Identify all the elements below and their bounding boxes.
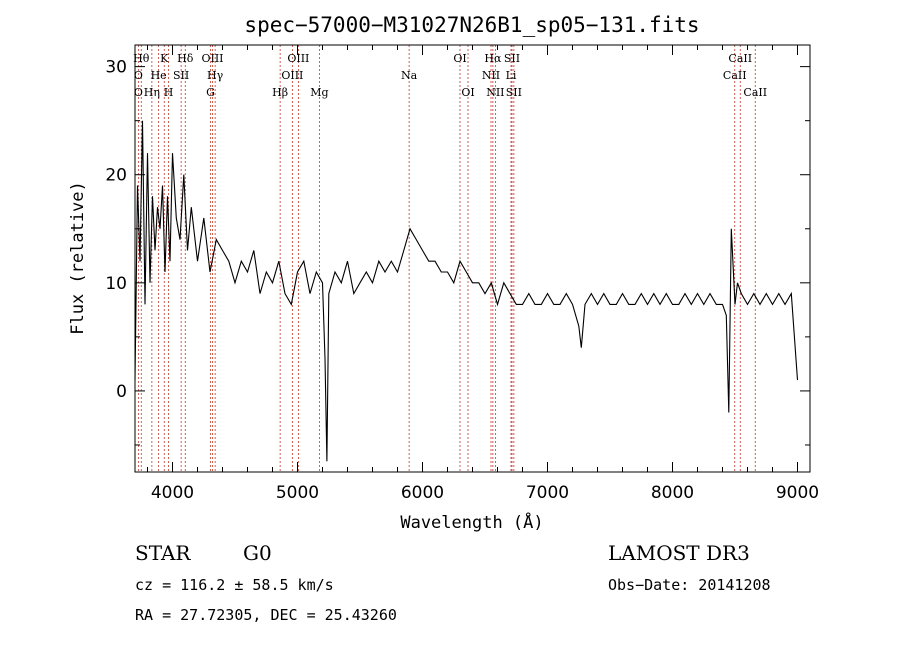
- line-label-21: NII: [482, 69, 500, 82]
- x-tick-label-0: 4000: [151, 483, 194, 503]
- spectrum-line: [134, 120, 799, 462]
- line-labels: OO Hθ Hη He K H SII Hδ OIII Hγ G OIII OIII Hβ Mg Na OI OI…: [133, 52, 767, 99]
- line-label-11: G: [206, 86, 215, 99]
- line-label-27: CaII: [743, 86, 767, 99]
- line-label-12: OIII: [287, 52, 309, 65]
- object-class: STAR: [135, 541, 191, 565]
- y-tick-label-1: 10: [105, 274, 127, 294]
- line-label-3: Hη: [144, 86, 160, 99]
- object-subclass: G0: [243, 541, 272, 565]
- line-label-22: Li: [506, 69, 517, 82]
- line-label-14: Hβ: [272, 86, 288, 99]
- x-axis-label: Wavelength (Å): [400, 511, 543, 533]
- line-label-26: CaII: [723, 69, 747, 82]
- line-label-10: Hγ: [207, 69, 224, 82]
- line-label-24: SII: [506, 86, 522, 99]
- x-tick-label-1: 5000: [276, 483, 319, 503]
- y-tick-label-2: 20: [105, 166, 127, 186]
- chart-title: spec−57000−M31027N26B1_sp05−131.fits: [244, 13, 699, 37]
- y-tick-label-3: 30: [105, 58, 127, 78]
- line-label-17: OI: [453, 52, 466, 65]
- line-label-19: Hα: [484, 52, 502, 65]
- obs-date: Obs−Date: 20141208: [608, 576, 771, 594]
- x-ticks: 4000 5000 6000 7000 8000 9000: [147, 45, 819, 503]
- line-markers: [137, 45, 756, 472]
- y-tick-label-0: 0: [116, 382, 127, 402]
- line-label-23: NII: [486, 86, 504, 99]
- plot-frame: [134, 44, 811, 473]
- line-label-6: H: [164, 86, 174, 99]
- y-ticks: 0 10 20 30: [105, 58, 810, 446]
- line-label-1: O: [134, 86, 143, 99]
- line-label-20: SII: [504, 52, 520, 65]
- x-tick-label-3: 7000: [526, 483, 569, 503]
- line-label-9: OIII: [201, 52, 223, 65]
- line-label-13: OIII: [281, 69, 303, 82]
- line-label-8: Hδ: [177, 52, 194, 65]
- line-label-15: Mg: [310, 86, 328, 99]
- survey-name: LAMOST DR3: [608, 541, 750, 565]
- y-axis-label: Flux (relative): [68, 181, 88, 335]
- x-tick-label-2: 6000: [401, 483, 444, 503]
- line-label-7: SII: [173, 69, 189, 82]
- coordinates: RA = 27.72305, DEC = 25.43260: [135, 606, 397, 624]
- redshift-readout: cz = 116.2 ± 58.5 km/s: [135, 576, 334, 594]
- line-label-2: Hθ: [133, 52, 150, 65]
- x-tick-label-4: 8000: [651, 483, 694, 503]
- line-label-5: K: [160, 52, 169, 65]
- line-label-4: He: [151, 69, 167, 82]
- line-label-18: OI: [461, 86, 474, 99]
- x-tick-label-5: 9000: [776, 483, 819, 503]
- line-label-0: O: [134, 69, 143, 82]
- line-label-16: Na: [401, 69, 418, 82]
- line-label-25: CaII: [728, 52, 752, 65]
